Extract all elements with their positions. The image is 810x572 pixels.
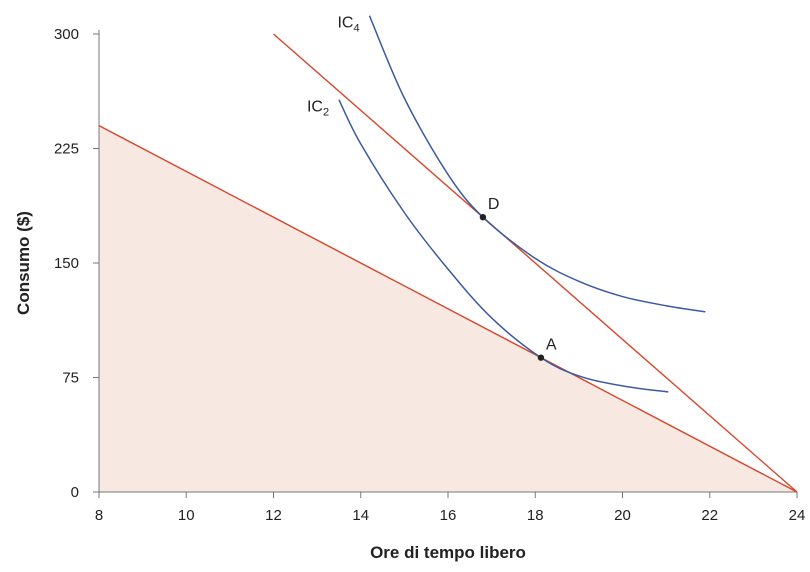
x-tick-label: 20 <box>614 507 631 524</box>
y-tick-label: 0 <box>71 484 79 501</box>
indifference-curve-label: IC4 <box>337 15 359 35</box>
x-tick-label: 24 <box>789 507 806 524</box>
point-A <box>537 354 545 361</box>
budget-line <box>98 124 798 493</box>
x-tick-label: 12 <box>265 507 282 524</box>
x-tick-label: 22 <box>701 507 718 524</box>
y-tick-label: 300 <box>54 26 79 43</box>
indifference-curve-4 <box>368 15 706 313</box>
x-tick-label: 18 <box>527 507 544 524</box>
indifference-curve-label: IC2 <box>307 99 329 119</box>
point-label: A <box>546 337 557 354</box>
point-D <box>479 214 487 221</box>
point-label: D <box>488 196 500 213</box>
y-tick-label: 225 <box>54 141 79 158</box>
x-axis-label: Ore di tempo libero <box>370 543 526 562</box>
x-tick-label: 10 <box>178 507 195 524</box>
x-tick-label: 8 <box>95 507 103 524</box>
x-tick-label: 16 <box>440 507 457 524</box>
plot-area: 8 10 12 14 16 18 20 22 24 0 75 150 225 300 IC2 IC4 A D <box>54 15 805 524</box>
budget-line <box>273 33 798 493</box>
y-axis-label: Consumo ($) <box>14 211 33 315</box>
y-tick-label: 150 <box>54 255 79 272</box>
y-tick-label: 75 <box>62 370 79 387</box>
indifference-curve-2 <box>338 99 669 393</box>
x-tick-label: 14 <box>352 507 369 524</box>
